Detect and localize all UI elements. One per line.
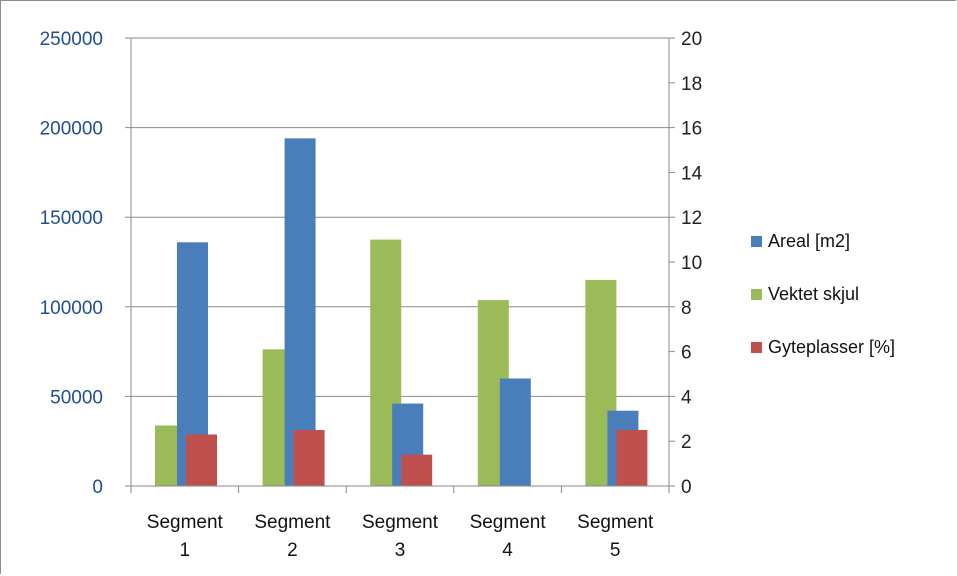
right-tick-label: 20 [681, 29, 702, 50]
bars [155, 138, 648, 487]
category-label: 3 [395, 540, 406, 561]
right-axis: 0 2 4 6 8 10 12 14 16 18 20 [668, 29, 703, 498]
legend-swatch [751, 342, 762, 353]
left-tick-label: 200000 [40, 119, 103, 140]
category-label: 4 [502, 540, 513, 561]
category-label: Segment [470, 512, 547, 533]
category-label: 1 [180, 540, 191, 561]
right-tick-label: 18 [681, 74, 702, 95]
bar-gyteplasser [186, 434, 217, 486]
right-tick-label: 14 [681, 163, 703, 184]
legend-label: Vektet skjul [768, 284, 859, 304]
bar-gyteplasser [293, 430, 325, 486]
right-tick-label: 4 [681, 387, 692, 408]
right-tick-label: 12 [681, 208, 702, 229]
left-tick-label: 250000 [40, 29, 103, 50]
bar-areal [499, 378, 531, 486]
left-axis: 0 50000 100000 150000 200000 250000 [40, 29, 132, 498]
right-tick-label: 16 [681, 119, 702, 140]
legend-swatch [751, 289, 762, 300]
right-tick-label: 8 [681, 298, 692, 319]
category-axis: Segment 1 Segment 2 Segment 3 Segment 4 Segment 5 [125, 485, 675, 561]
right-tick-label: 2 [681, 432, 692, 453]
right-tick-label: 0 [681, 477, 692, 498]
legend-swatch [751, 236, 762, 247]
bar-gyteplasser [401, 454, 433, 486]
category-label: Segment [254, 512, 331, 533]
bar-gyteplasser [616, 430, 648, 486]
category-label: 5 [610, 540, 621, 561]
legend: Areal [m2] Vektet skjul Gyteplasser [%] [751, 231, 895, 357]
legend-label: Gyteplasser [%] [768, 337, 895, 357]
legend-label: Areal [m2] [768, 231, 850, 251]
category-label: Segment [147, 512, 224, 533]
category-label: Segment [577, 512, 654, 533]
left-tick-label: 0 [92, 477, 103, 498]
bar-areal [284, 138, 316, 487]
right-tick-label: 10 [681, 253, 702, 274]
right-tick-label: 6 [681, 343, 692, 364]
category-label: Segment [362, 512, 439, 533]
left-tick-label: 100000 [40, 298, 103, 319]
left-tick-label: 50000 [50, 387, 103, 408]
left-tick-label: 150000 [40, 208, 103, 229]
category-label: 2 [287, 540, 298, 561]
